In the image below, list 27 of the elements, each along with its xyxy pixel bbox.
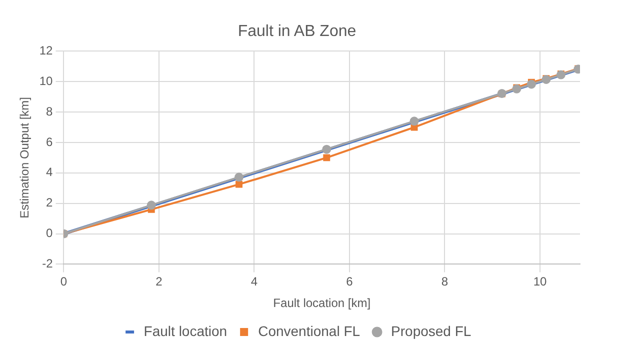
y-tick-label: 8	[46, 104, 54, 118]
legend-label: Proposed FL	[391, 322, 472, 339]
y-tick-label: -2	[42, 256, 54, 271]
point	[322, 144, 332, 154]
chart-title: Fault in AB Zone	[238, 23, 356, 40]
x-tick-label: 8	[441, 274, 448, 289]
x-tick-label: 10	[533, 274, 547, 289]
point	[234, 172, 244, 182]
y-tick-label: 2	[46, 196, 54, 210]
legend-label: Fault location	[144, 322, 228, 339]
y-tick-label: 4	[46, 165, 54, 180]
legend-label: Conventional FL	[258, 322, 360, 339]
x-axis-title: Fault location [km]	[273, 296, 371, 310]
y-tick-label: 10	[39, 74, 54, 88]
point	[526, 80, 536, 89]
x-tick-label: 4	[250, 274, 258, 289]
point	[410, 116, 419, 126]
point	[323, 154, 330, 162]
x-tick-label: 2	[156, 274, 163, 289]
x-tick-label: 6	[346, 274, 354, 289]
point	[146, 200, 156, 210]
y-tick-label: 0	[46, 226, 54, 240]
y-axis-title: Estimation Output [km]	[18, 97, 32, 218]
point	[236, 180, 242, 188]
y-tick-label: 12	[39, 44, 54, 58]
x-tick-label: 0	[60, 274, 68, 289]
y-tick-label: 6	[46, 134, 54, 149]
